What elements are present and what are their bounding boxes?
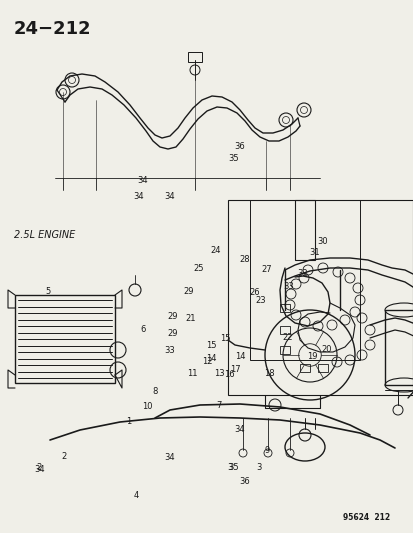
Bar — [249, 200, 359, 360]
Text: 34: 34 — [137, 176, 148, 184]
Text: 18: 18 — [263, 369, 274, 377]
Text: 2.5L ENGINE: 2.5L ENGINE — [14, 230, 75, 240]
Text: 14: 14 — [205, 354, 216, 363]
Text: 15: 15 — [205, 341, 216, 350]
Text: 24−212: 24−212 — [14, 20, 91, 38]
Text: 20: 20 — [321, 345, 332, 353]
Text: 14: 14 — [234, 352, 245, 360]
Bar — [317, 364, 327, 372]
Text: 1: 1 — [126, 417, 131, 425]
Bar — [279, 326, 289, 334]
Text: 3: 3 — [227, 464, 232, 472]
Bar — [294, 200, 314, 260]
Text: 6: 6 — [140, 325, 145, 334]
Text: 15: 15 — [220, 334, 230, 343]
Text: 11: 11 — [187, 369, 197, 377]
Text: 36: 36 — [239, 478, 250, 487]
Text: 28: 28 — [238, 255, 249, 264]
Text: 21: 21 — [185, 314, 195, 323]
Text: 2: 2 — [62, 452, 66, 461]
Text: 32: 32 — [296, 269, 307, 278]
Bar — [384, 310, 413, 385]
Text: 29: 29 — [183, 287, 193, 296]
Text: 23: 23 — [255, 296, 266, 304]
Text: 36: 36 — [234, 142, 245, 151]
Text: 19: 19 — [306, 352, 317, 360]
Text: 34: 34 — [164, 192, 175, 200]
Text: 31: 31 — [309, 248, 319, 256]
Text: 27: 27 — [261, 265, 272, 273]
Text: 35: 35 — [228, 464, 239, 472]
Text: 8: 8 — [152, 387, 157, 396]
Text: 9: 9 — [264, 446, 269, 455]
Bar — [15, 295, 115, 383]
Text: 34: 34 — [133, 192, 144, 200]
Text: 3: 3 — [256, 464, 261, 472]
Text: 17: 17 — [229, 365, 240, 374]
Text: 34: 34 — [164, 453, 175, 462]
Bar — [279, 304, 289, 312]
Text: 95624  212: 95624 212 — [342, 513, 389, 522]
Text: 5: 5 — [45, 287, 50, 296]
Bar — [228, 200, 412, 395]
Text: 25: 25 — [193, 264, 204, 272]
Text: 29: 29 — [167, 312, 178, 320]
Bar — [299, 364, 309, 372]
Text: 35: 35 — [228, 154, 239, 163]
Bar — [279, 346, 289, 354]
Text: 13: 13 — [214, 369, 224, 377]
Text: 7: 7 — [216, 401, 221, 409]
Text: 22: 22 — [282, 333, 292, 342]
Bar — [188, 52, 202, 62]
Text: 2: 2 — [37, 464, 42, 472]
Text: 34: 34 — [35, 465, 45, 474]
Text: 16: 16 — [223, 370, 234, 379]
Text: 33: 33 — [283, 282, 294, 291]
Text: 10: 10 — [141, 402, 152, 411]
Text: 30: 30 — [317, 237, 328, 246]
Text: 33: 33 — [164, 346, 175, 355]
Text: 26: 26 — [249, 288, 259, 296]
Text: 4: 4 — [134, 491, 139, 500]
Text: 12: 12 — [201, 357, 212, 366]
Text: 24: 24 — [209, 246, 220, 255]
Text: 34: 34 — [234, 425, 245, 434]
Text: 29: 29 — [167, 329, 178, 337]
